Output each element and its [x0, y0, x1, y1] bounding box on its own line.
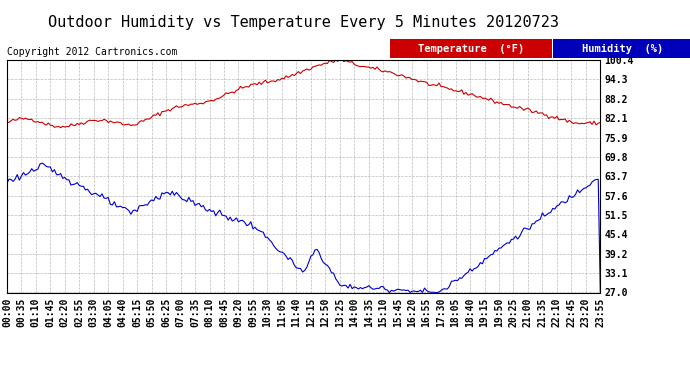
Text: Temperature  (°F): Temperature (°F): [418, 44, 524, 54]
Text: Copyright 2012 Cartronics.com: Copyright 2012 Cartronics.com: [7, 47, 177, 57]
Text: Humidity  (%): Humidity (%): [582, 44, 663, 54]
Text: Outdoor Humidity vs Temperature Every 5 Minutes 20120723: Outdoor Humidity vs Temperature Every 5 …: [48, 15, 559, 30]
